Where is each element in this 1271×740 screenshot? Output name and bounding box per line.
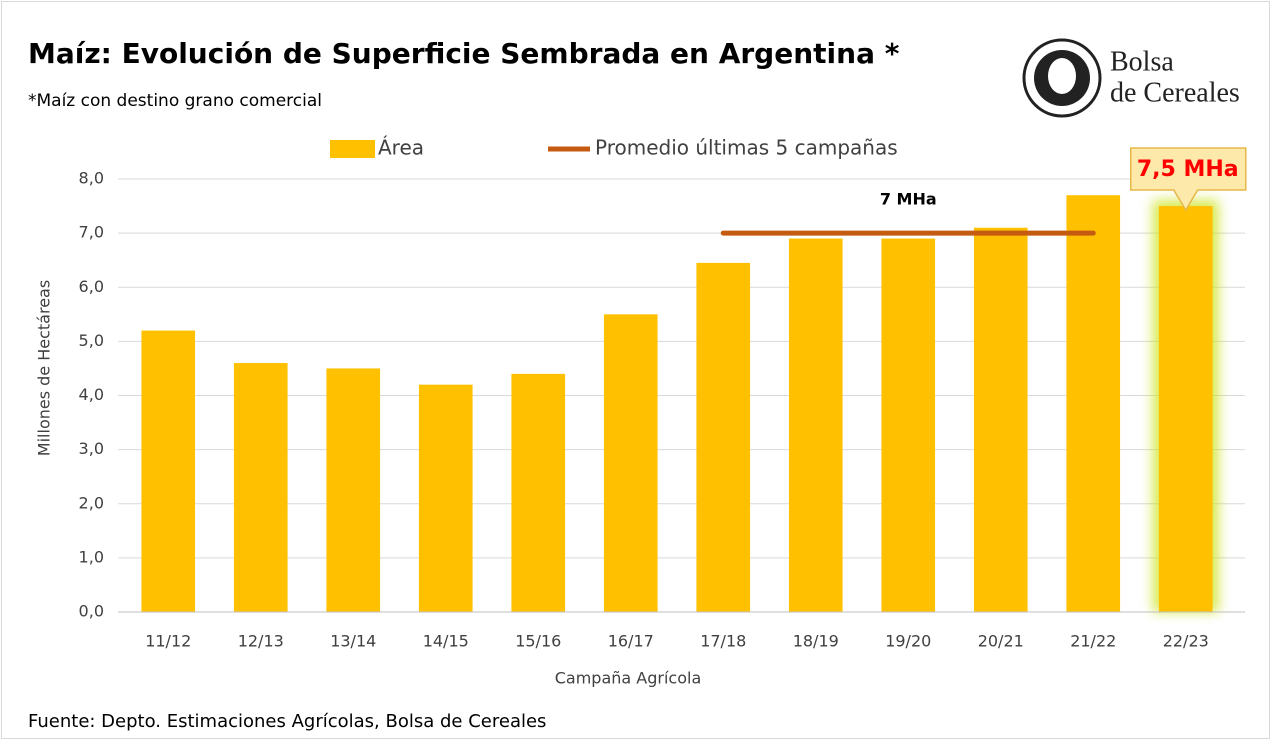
logo-figure [1048, 58, 1076, 94]
legend-swatch [330, 140, 375, 158]
logo: Bolsa de Cereales [1022, 38, 1240, 118]
y-tick-label: 4,0 [79, 385, 104, 404]
bar [1158, 206, 1213, 612]
x-tick-label: 18/19 [793, 632, 839, 651]
legend-label: Área [378, 136, 424, 160]
bar [233, 363, 288, 612]
bar [141, 330, 196, 612]
annotation: 7 MHa [880, 190, 937, 209]
x-tick-label: 12/13 [238, 632, 284, 651]
legend-label: Promedio últimas 5 campañas [595, 136, 898, 160]
y-tick-label: 5,0 [79, 331, 104, 350]
x-tick-label: 20/21 [978, 632, 1024, 651]
x-tick-label: 22/23 [1163, 632, 1209, 651]
bar [881, 238, 936, 612]
x-tick-label: 21/22 [1070, 632, 1116, 651]
bar [696, 262, 751, 612]
y-tick-label: 2,0 [79, 493, 104, 512]
subtitle: *Maíz con destino grano comercial [28, 91, 322, 111]
x-tick-label: 19/20 [885, 632, 931, 651]
bar [973, 227, 1028, 612]
x-tick-label: 17/18 [700, 632, 746, 651]
callout [1130, 147, 1247, 212]
logo-text: Bolsa [1110, 46, 1174, 77]
logo-text: de Cereales [1110, 77, 1240, 108]
y-tick-label: 8,0 [79, 169, 104, 188]
y-axis-label: Millones de Hectáreas [35, 280, 54, 456]
x-tick-label: 13/14 [330, 632, 376, 651]
bar [326, 368, 381, 612]
y-tick-label: 7,0 [79, 223, 104, 242]
y-tick-label: 6,0 [79, 277, 104, 296]
bar [418, 384, 473, 612]
x-tick-label: 11/12 [145, 632, 191, 651]
annotation: 7,5 MHa [1137, 157, 1239, 182]
bar [788, 238, 843, 612]
chart-title: Maíz: Evolución de Superficie Sembrada e… [28, 37, 900, 70]
bar [1066, 195, 1121, 613]
x-tick-label: 14/15 [423, 632, 469, 651]
source: Fuente: Depto. Estimaciones Agrícolas, B… [28, 711, 546, 732]
x-tick-label: 16/17 [608, 632, 654, 651]
x-tick-label: 15/16 [515, 632, 561, 651]
y-tick-label: 3,0 [79, 439, 104, 458]
bar [603, 314, 658, 612]
y-tick-label: 0,0 [79, 602, 104, 621]
x-axis-label: Campaña Agrícola [555, 669, 702, 688]
y-tick-label: 1,0 [79, 547, 104, 566]
bar [511, 373, 566, 612]
